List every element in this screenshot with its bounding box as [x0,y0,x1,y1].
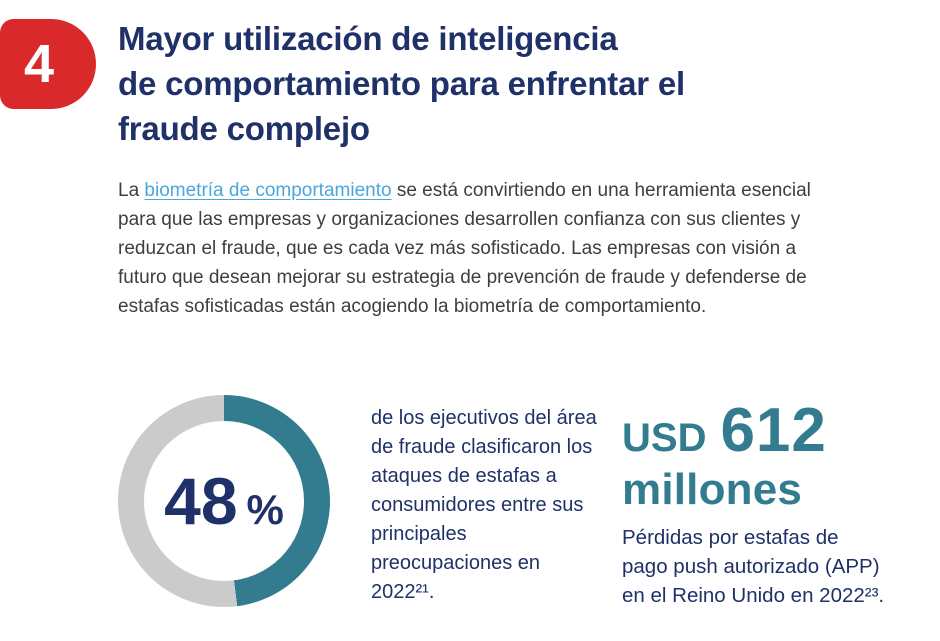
paragraph-line: estafas sofisticadas están acogiendo la … [118,296,707,317]
usd-description-line: en el Reino Unido en 2022²³. [622,584,885,607]
usd-stat-unit: millones [622,465,803,514]
paragraph-prefix: La [118,180,145,201]
section-number: 4 [23,34,55,94]
paragraph-line: para que las empresas y organizaciones d… [118,209,801,230]
paragraph-line1-rest: se está convirtiendo en una herramienta … [391,180,811,201]
donut-percentage-value: 48 [164,464,238,538]
section-title: Mayor utilización de inteligencia de com… [118,16,685,151]
donut-percentage-unit: % [246,486,284,533]
stat-description-line: preocupaciones en [371,552,541,574]
intro-paragraph: La biometría de comportamiento se está c… [118,176,811,321]
usd-stat: USD 612 millones Pérdidas por estafas de… [622,396,884,610]
usd-stat-value: 612 [720,396,827,465]
usd-description-line: pago push autorizado (APP) [622,555,880,578]
donut-chart: 48 % [118,395,330,607]
usd-currency-label: USD [622,416,707,460]
usd-stat-value-line: USD 612 [622,396,884,467]
paragraph-line: reduzcan el fraude, que es cada vez más … [118,238,797,259]
behavioral-biometrics-link[interactable]: biometría de comportamiento [144,180,392,201]
stat-description-line: principales [371,523,467,545]
donut-stat-description: de los ejecutivos del área de fraude cla… [371,404,597,607]
stat-description-line: consumidores entre sus [371,494,584,516]
section-number-badge: 4 [0,19,96,109]
usd-stat-description: Pérdidas por estafas de pago push autori… [622,523,884,610]
stat-description-line: de fraude clasificaron los [371,436,593,458]
paragraph-line: futuro que desean mejorar su estrategia … [118,267,807,288]
stat-description-line: 2022²¹. [371,581,435,603]
section-title-line: Mayor utilización de inteligencia [118,20,618,57]
stat-description-line: ataques de estafas a [371,465,557,487]
section-title-line: de comportamiento para enfrentar el [118,65,685,102]
donut-center-label: 48 % [164,463,284,539]
usd-description-line: Pérdidas por estafas de [622,526,839,549]
stat-description-line: de los ejecutivos del área [371,407,597,429]
paragraph-line: La biometría de comportamiento se está c… [118,176,811,205]
donut-chart-hole: 48 % [144,421,304,581]
section-title-line: fraude complejo [118,110,370,147]
